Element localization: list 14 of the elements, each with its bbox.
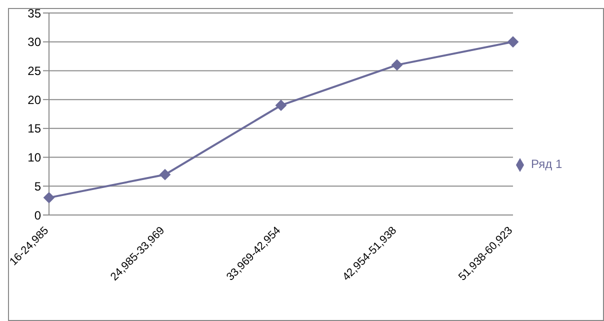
y-tick-label: 20 bbox=[28, 92, 42, 107]
y-tick-label: 15 bbox=[28, 122, 42, 136]
point bbox=[160, 169, 170, 180]
point bbox=[392, 59, 402, 70]
y-tick-label: 25 bbox=[28, 64, 42, 78]
point bbox=[276, 100, 286, 111]
y-tick-label: 35 bbox=[28, 6, 42, 20]
point bbox=[508, 36, 518, 48]
point bbox=[44, 192, 54, 204]
y-tick-label: 10 bbox=[28, 150, 42, 165]
y-tick-label: 0 bbox=[34, 208, 42, 222]
y-tick-label: 30 bbox=[28, 35, 42, 50]
legend-label: Ряд 1 bbox=[531, 157, 562, 172]
y-tick-label: 5 bbox=[34, 179, 42, 194]
